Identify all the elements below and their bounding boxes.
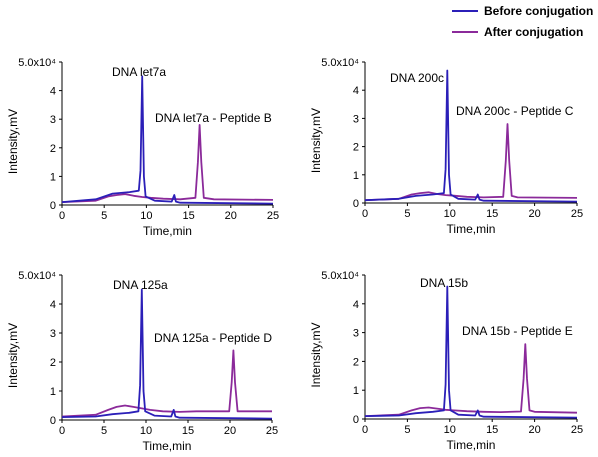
y-axis-label: Intensity,mV: [309, 108, 323, 173]
series-line-before: [364, 285, 578, 419]
y-tick-label: 3: [50, 328, 56, 340]
x-tick-label: 20: [225, 210, 237, 222]
x-tick-label: 5: [404, 208, 410, 220]
y-tick-label: 1: [50, 386, 56, 398]
legend-label-1: After conjugation: [484, 25, 583, 39]
x-tick-label: 25: [266, 425, 278, 437]
x-tick-label: 10: [444, 208, 456, 220]
peak-annotation: DNA let7a: [112, 65, 166, 79]
x-tick-label: 5: [101, 210, 107, 222]
y-tick-label: 3: [50, 114, 56, 126]
x-axis-label: Time,min: [447, 222, 496, 236]
peak-annotation: DNA 15b - Peptide E: [462, 324, 573, 338]
x-tick-label: 15: [182, 425, 194, 437]
y-tick-label: 2: [353, 142, 359, 154]
y-tick-label: 1: [50, 171, 56, 183]
y-axis-label: Intensity,mV: [309, 322, 323, 387]
y-tick-label: 1: [353, 385, 359, 397]
y-tick-label: 5.0x10⁴: [321, 270, 359, 282]
y-tick-label: 2: [50, 143, 56, 155]
x-tick-label: 25: [571, 208, 583, 220]
y-tick-label: 4: [50, 86, 56, 98]
y-axis-label: Intensity,mV: [6, 109, 20, 174]
y-tick-label: 0: [50, 415, 56, 427]
x-tick-label: 10: [140, 425, 152, 437]
peak-annotation: DNA 125a: [113, 278, 168, 292]
y-tick-label: 4: [353, 299, 359, 311]
y-axis-label: Intensity,mV: [6, 323, 20, 388]
y-tick-label: 3: [353, 328, 359, 340]
x-tick-label: 0: [362, 424, 368, 436]
legend-label-0: Before conjugation: [484, 4, 593, 18]
y-tick-label: 0: [353, 414, 359, 426]
x-tick-label: 10: [444, 424, 456, 436]
x-axis-label: Time,min: [143, 439, 192, 453]
x-tick-label: 0: [59, 210, 65, 222]
peak-annotation: DNA 125a - Peptide D: [154, 331, 272, 345]
x-tick-label: 10: [140, 210, 152, 222]
y-tick-label: 2: [50, 357, 56, 369]
x-tick-label: 20: [528, 424, 540, 436]
x-tick-label: 0: [362, 208, 368, 220]
peak-annotation: DNA let7a - Peptide B: [155, 111, 272, 125]
y-tick-label: 5.0x10⁴: [321, 57, 359, 69]
peak-annotation: DNA 200c - Peptide C: [456, 104, 574, 118]
y-tick-label: 3: [353, 113, 359, 125]
series-line-after: [61, 124, 274, 203]
y-tick-label: 0: [353, 198, 359, 210]
x-tick-label: 15: [182, 210, 194, 222]
x-tick-label: 25: [267, 210, 279, 222]
series-line-after: [61, 349, 272, 418]
x-tick-label: 20: [528, 208, 540, 220]
series-line-before: [61, 75, 274, 205]
x-tick-label: 25: [571, 424, 583, 436]
x-tick-label: 15: [486, 208, 498, 220]
chart-panel-2: 0 5 10 15 20 25 0 1 2 3 4 5.0x10⁴ Time,min Intensity,…: [309, 57, 583, 236]
y-tick-label: 0: [50, 200, 56, 212]
y-tick-label: 2: [353, 356, 359, 368]
legend: Before conjugation After conjugation: [452, 4, 593, 39]
x-axis-label: Time,min: [143, 224, 192, 238]
x-tick-label: 0: [59, 425, 65, 437]
series-line-before: [61, 288, 273, 420]
y-tick-label: 4: [353, 85, 359, 97]
y-tick-label: 4: [50, 299, 56, 311]
series-line-after: [364, 343, 578, 417]
y-tick-label: 5.0x10⁴: [18, 270, 56, 282]
x-tick-label: 5: [101, 425, 107, 437]
x-axis-label: Time,min: [447, 438, 496, 452]
peak-annotation: DNA 200c: [390, 71, 444, 85]
chart-panel-1: 0 5 10 15 20 25 0 1 2 3 4 5.0x10⁴ Time,min Intensity,…: [6, 57, 279, 238]
y-tick-label: 1: [353, 170, 359, 182]
series-line-after: [364, 123, 578, 202]
x-tick-label: 15: [486, 424, 498, 436]
x-tick-label: 20: [224, 425, 236, 437]
chart-panel-3: 0 5 10 15 20 25 0 1 2 3 4 5.0x10⁴ Time,min Intensity,…: [6, 270, 278, 453]
x-tick-label: 5: [404, 424, 410, 436]
series-line-before: [364, 69, 578, 203]
chart-panel-4: 0 5 10 15 20 25 0 1 2 3 4 5.0x10⁴ Time,min Intensity,…: [309, 270, 583, 452]
y-tick-label: 5.0x10⁴: [18, 57, 56, 69]
peak-annotation: DNA 15b: [420, 276, 468, 290]
